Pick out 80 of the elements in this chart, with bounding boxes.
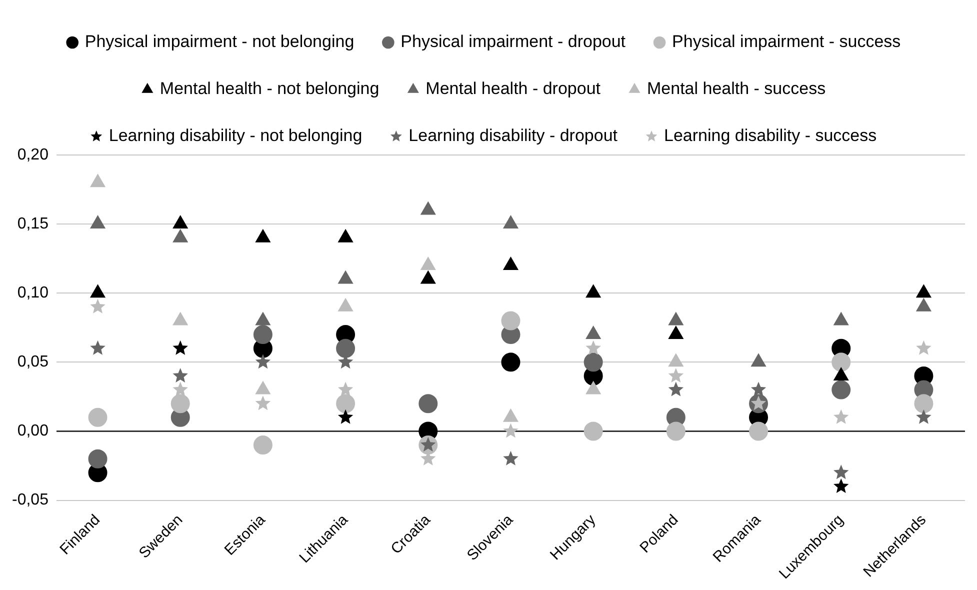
point [256, 312, 270, 326]
point [253, 325, 272, 344]
point [834, 464, 849, 480]
point [255, 354, 271, 369]
point [336, 338, 356, 358]
point [586, 381, 601, 394]
y-tick-label: 0,15 [17, 215, 49, 232]
point [90, 298, 106, 314]
point [88, 408, 108, 427]
point [666, 422, 686, 441]
point [751, 354, 766, 367]
point [172, 229, 188, 242]
point [172, 340, 188, 355]
point [668, 354, 684, 367]
point [586, 340, 601, 355]
point [172, 382, 188, 396]
legend-label: Physical impairment - not belonging [84, 32, 354, 52]
point [834, 478, 849, 493]
legend-label: Physical impairment - success [672, 32, 901, 52]
point [501, 311, 520, 330]
point [338, 298, 353, 312]
point [749, 422, 768, 441]
point [586, 284, 601, 298]
point [668, 382, 684, 396]
point [88, 449, 108, 468]
point [253, 436, 272, 455]
point [834, 312, 849, 326]
point [255, 396, 271, 410]
legend-label: Physical impairment - dropout [400, 32, 626, 52]
point [834, 368, 849, 380]
point [172, 312, 188, 326]
point [420, 257, 436, 270]
point [501, 352, 520, 372]
point [90, 340, 106, 355]
point [256, 381, 270, 394]
point [503, 450, 518, 466]
point [584, 352, 603, 372]
point [256, 229, 270, 242]
point [338, 382, 354, 396]
point [916, 409, 932, 424]
point [338, 270, 353, 284]
point [503, 216, 518, 229]
point [750, 382, 766, 396]
point [916, 284, 932, 298]
point [668, 368, 684, 382]
legend-label: Mental health - not belonging [160, 79, 380, 98]
point [420, 202, 436, 215]
point [172, 368, 188, 382]
point [90, 216, 106, 229]
point [338, 409, 354, 424]
legend-label: Mental health - success [647, 79, 826, 98]
point [914, 394, 934, 414]
y-tick-label: 0,05 [17, 354, 49, 371]
point [336, 394, 356, 414]
point [418, 394, 438, 414]
y-tick-label: -0,05 [12, 492, 49, 509]
point [170, 394, 190, 414]
point [668, 312, 684, 326]
legend-label: Mental health - dropout [426, 79, 601, 98]
point [832, 380, 851, 400]
point [90, 174, 106, 188]
point [90, 284, 106, 298]
point [832, 352, 851, 372]
y-tick-label: 0,00 [17, 422, 49, 440]
point [586, 326, 601, 340]
point [834, 409, 849, 424]
point [172, 216, 188, 229]
point [916, 298, 932, 312]
y-tick-label: 0,20 [17, 146, 49, 164]
point [668, 326, 684, 340]
y-tick-label: 0,10 [17, 284, 49, 302]
point [420, 270, 436, 284]
point [338, 229, 353, 242]
point [503, 423, 518, 438]
legend-label: Learning disability - dropout [408, 126, 618, 146]
legend-label: Learning disability - success [664, 126, 877, 146]
point [503, 257, 518, 270]
point [916, 340, 932, 355]
point [584, 422, 603, 441]
legend-label: Learning disability - not belonging [108, 126, 362, 146]
